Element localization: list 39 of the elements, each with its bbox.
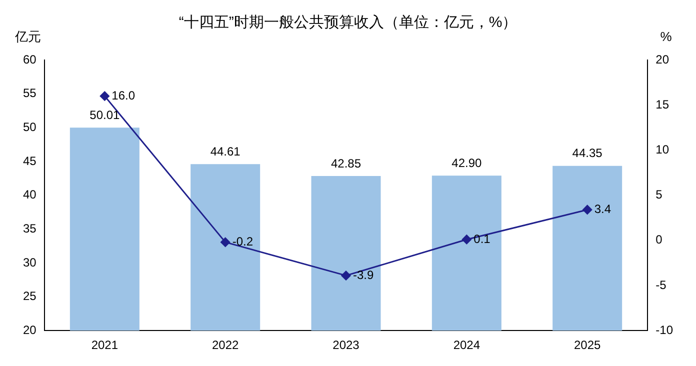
data-label: 0.1 — [474, 232, 491, 246]
y-tick-label: 55 — [22, 86, 37, 100]
y2-tick-label: 0 — [656, 232, 663, 247]
y2-tick-label: -5 — [656, 278, 667, 292]
data-label: 42.85 — [330, 156, 362, 170]
y2-tick-label: -10 — [656, 322, 674, 337]
point — [582, 204, 592, 214]
data-label: 44.61 — [210, 144, 241, 158]
y2-axis-title: % — [660, 29, 672, 44]
x-tick-label: 2022 — [212, 338, 240, 352]
y2-tick-label: 15 — [656, 97, 670, 112]
x-tick-label: 2025 — [574, 338, 601, 352]
data-label: 44.35 — [572, 146, 603, 160]
point — [462, 234, 472, 244]
y-tick-label: 20 — [22, 322, 37, 337]
y-tick-label: 60 — [22, 52, 37, 66]
data-label: -0.2 — [232, 234, 254, 249]
data-label: 50.01 — [90, 108, 120, 122]
data-label: 16.0 — [112, 88, 136, 102]
point — [220, 237, 230, 247]
y2-tick-label: 10 — [656, 142, 670, 157]
y-tick-label: 45 — [22, 154, 37, 168]
point — [100, 91, 110, 101]
point — [341, 270, 351, 280]
y-tick-label: 30 — [22, 255, 37, 270]
y-tick-label: 50 — [22, 120, 37, 134]
data-label: 3.4 — [594, 202, 612, 216]
y2-tick-label: 5 — [656, 188, 663, 202]
data-label: -3.9 — [353, 268, 374, 282]
data-label: 42.90 — [452, 156, 482, 170]
y-tick-label: 35 — [22, 221, 37, 236]
y2-tick-label: 20 — [656, 52, 670, 66]
y-tick-label: 25 — [22, 289, 37, 304]
y-axis-title: 亿元 — [14, 29, 41, 44]
x-tick-label: 2023 — [332, 338, 360, 352]
chart-title: “十四五”时期一般公共预算收入（单位：亿元，%） — [178, 14, 518, 32]
y-tick-label: 40 — [22, 188, 37, 202]
x-tick-label: 2021 — [91, 338, 118, 352]
x-tick-label: 2024 — [453, 338, 480, 352]
